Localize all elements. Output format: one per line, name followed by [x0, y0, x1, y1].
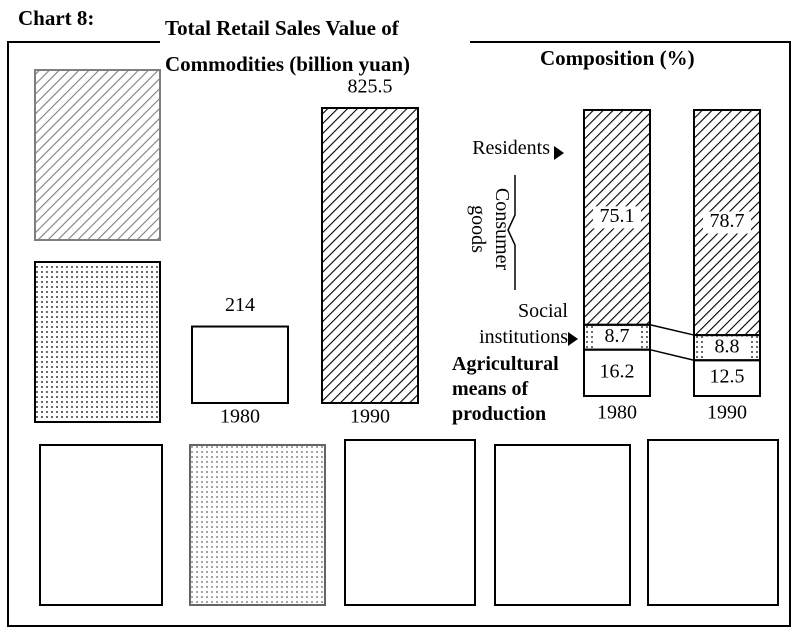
label-box [593, 326, 641, 349]
bar [321, 107, 419, 404]
label-box [593, 361, 641, 384]
label-box [703, 367, 751, 390]
value-label: 75.1 [600, 205, 635, 227]
x-tick-label: 1990 [707, 402, 747, 424]
value-label: 16.2 [600, 360, 635, 382]
value-label: 214 [225, 294, 255, 316]
chart-label: Chart 8: [18, 6, 95, 30]
label-box [703, 336, 751, 359]
value-label: 78.7 [710, 210, 745, 232]
group-label: Consumer goods [467, 187, 513, 271]
illustrations [34, 69, 779, 606]
series-label: Residents [472, 137, 550, 159]
bar [191, 325, 289, 405]
chart-title: Composition (%) [540, 46, 695, 70]
x-tick-label: 1980 [597, 402, 637, 424]
arrow [554, 146, 564, 160]
chart-title: Total Retail Sales Value of Commodities … [165, 16, 411, 76]
frame [7, 41, 791, 627]
value-label: 12.5 [710, 366, 745, 388]
x-tick-label: 1990 [350, 406, 390, 428]
brace [507, 175, 516, 290]
value-label: 825.5 [348, 76, 393, 98]
arrow [568, 332, 578, 346]
connector [649, 324, 695, 336]
series-label: Social institutions [479, 300, 568, 348]
value-label: 8.8 [715, 335, 740, 357]
connector [649, 348, 695, 361]
series-label: Agricultural means of production [452, 353, 559, 425]
label-box [593, 206, 641, 229]
value-label: 8.7 [605, 325, 630, 347]
label-box [703, 211, 751, 234]
x-tick-label: 1980 [220, 406, 260, 428]
